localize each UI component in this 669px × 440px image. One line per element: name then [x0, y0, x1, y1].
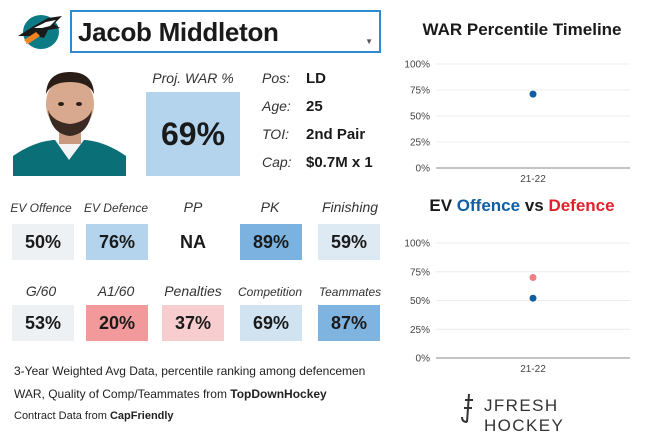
- y-tick-label: 75%: [410, 267, 430, 278]
- y-tick-label: 100%: [404, 239, 430, 250]
- ev-offence-defence-title: EV Offence vs Defence: [398, 196, 646, 216]
- player-name: Jacob Middleton: [78, 17, 279, 47]
- proj-war-label: Proj. WAR %: [152, 70, 234, 86]
- y-tick-label: 0%: [416, 164, 431, 175]
- title-defence: Defence: [548, 196, 615, 215]
- stat-label-ev-offence: EV Offence: [10, 201, 72, 215]
- stat-label-teammates: Teammates: [318, 285, 382, 299]
- y-tick-label: 25%: [410, 325, 430, 336]
- y-tick-label: 75%: [410, 86, 430, 97]
- stat-value-finishing: 59%: [318, 224, 380, 260]
- footer-note-contract-prefix: Contract Data from: [14, 410, 110, 422]
- war-timeline-chart: 0% 25% 50% 75% 100% 21-22: [404, 60, 630, 185]
- proj-war-value: 69%: [146, 92, 240, 176]
- war-timeline-title: WAR Percentile Timeline: [422, 20, 622, 39]
- info-key: TOI:: [262, 126, 289, 142]
- info-key: Pos:: [262, 70, 291, 86]
- stat-value-teammates: 87%: [318, 305, 380, 341]
- title-part: EV: [429, 196, 457, 215]
- stat-value-pk: 89%: [240, 224, 302, 260]
- y-tick-label: 25%: [410, 138, 430, 149]
- brand-text: JFRESH HOCKEY: [484, 396, 565, 435]
- sharks-logo-icon: [14, 10, 66, 54]
- stat-label-penalties: Penalties: [164, 283, 222, 299]
- info-value: LD: [306, 70, 326, 87]
- player-headshot-icon: [13, 64, 126, 176]
- title-part: vs: [520, 196, 549, 215]
- stat-label-pp: PP: [183, 199, 203, 215]
- footer-note-war-prefix: WAR, Quality of Comp/Teammates from: [14, 387, 231, 401]
- footer-note-war: WAR, Quality of Comp/Teammates from TopD…: [14, 387, 327, 401]
- stat-value-penalties: 37%: [162, 305, 224, 341]
- x-tick-label: 21-22: [520, 364, 546, 375]
- data-point-defence: [529, 274, 537, 281]
- y-tick-label: 100%: [404, 60, 430, 71]
- info-key: Cap:: [262, 154, 292, 170]
- y-tick-label: 50%: [410, 112, 430, 123]
- footer-note-data: 3-Year Weighted Avg Data, percentile ran…: [14, 364, 366, 378]
- jfresh-logo-icon: [461, 393, 473, 423]
- capfriendly-link[interactable]: CapFriendly: [109, 410, 174, 422]
- info-value: $0.7M x 1: [306, 154, 373, 171]
- stat-value-ev-offence: 50%: [12, 224, 74, 260]
- stat-value-competition: 69%: [240, 305, 302, 341]
- ev-offence-defence-chart: 0% 25% 50% 75% 100% 21-22: [404, 239, 630, 375]
- stat-label-ev-defence: EV Defence: [83, 201, 149, 215]
- stat-label-finishing: Finishing: [321, 199, 379, 215]
- stat-label-a160: A1/60: [97, 283, 135, 299]
- chevron-down-icon[interactable]: ▼: [365, 37, 373, 46]
- title-offence: Offence: [456, 196, 521, 215]
- y-tick-label: 50%: [410, 296, 430, 307]
- stat-value-ev-defence: 76%: [86, 224, 148, 260]
- data-point: [529, 90, 537, 98]
- data-point-offence: [529, 294, 537, 302]
- stat-value-a160: 20%: [86, 305, 148, 341]
- stat-value-g60: 53%: [12, 305, 74, 341]
- player-select-dropdown[interactable]: Jacob Middleton ▼: [70, 10, 381, 53]
- info-value: 25: [306, 98, 323, 115]
- footer-note-contract: Contract Data from CapFriendly: [14, 410, 174, 422]
- info-value: 2nd Pair: [306, 126, 366, 143]
- stat-value-pp: NA: [162, 224, 224, 260]
- stat-label-pk: PK: [260, 199, 280, 215]
- jfresh-logo: JFRESH HOCKEY: [456, 392, 641, 435]
- x-tick-label: 21-22: [520, 174, 546, 185]
- stat-label-competition: Competition: [237, 285, 303, 299]
- topdownhockey-link[interactable]: TopDownHockey: [230, 387, 327, 401]
- stat-label-g60: G/60: [25, 283, 57, 299]
- y-tick-label: 0%: [416, 354, 431, 365]
- info-key: Age:: [262, 98, 291, 114]
